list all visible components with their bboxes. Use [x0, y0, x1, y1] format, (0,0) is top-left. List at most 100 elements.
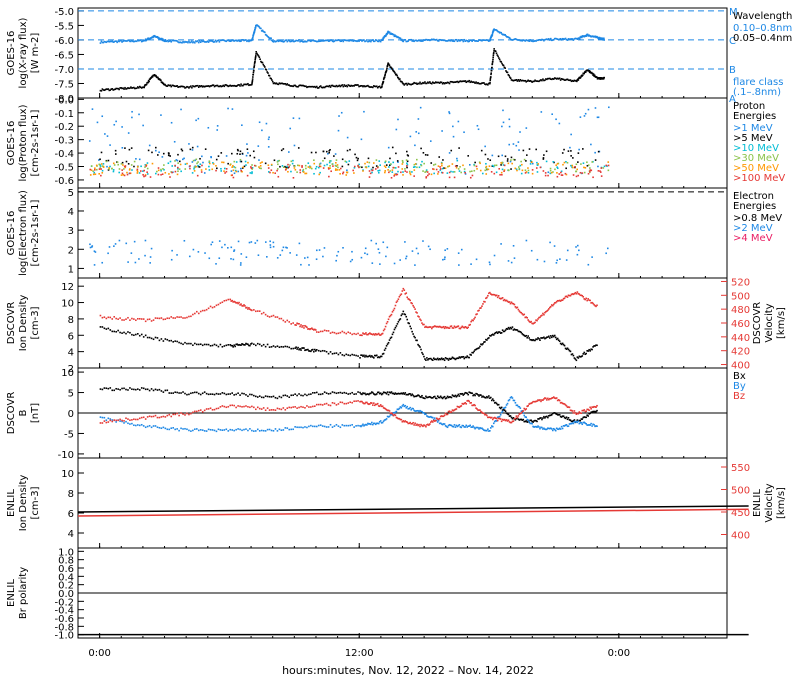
data-point: [513, 79, 516, 82]
data-point: [558, 122, 561, 125]
data-point: [433, 417, 436, 419]
data-point: [607, 169, 610, 172]
data-point: [365, 40, 367, 42]
data-point: [390, 32, 392, 35]
data-point: [593, 303, 595, 306]
data-point: [253, 309, 255, 311]
data-point: [521, 419, 524, 421]
data-point: [137, 39, 139, 41]
data-point: [490, 427, 492, 429]
data-point: [536, 420, 538, 423]
data-point: [594, 406, 596, 408]
data-point: [538, 399, 540, 402]
data-point: [111, 389, 114, 392]
data-point: [231, 108, 234, 110]
data-point: [549, 337, 551, 339]
data-point: [127, 39, 129, 42]
data-point: [594, 410, 596, 413]
data-point: [568, 294, 571, 297]
data-point: [92, 170, 94, 172]
data-point: [373, 333, 375, 335]
data-point: [255, 344, 257, 347]
data-point: [247, 343, 249, 346]
data-point: [249, 39, 251, 42]
data-point: [371, 86, 373, 88]
data-point: [562, 425, 565, 427]
data-point: [485, 166, 487, 169]
data-point: [216, 39, 219, 42]
data-point: [135, 333, 137, 336]
data-point: [586, 408, 588, 411]
data-point: [511, 417, 514, 420]
data-point: [491, 334, 493, 336]
data-point: [548, 427, 550, 430]
data-point: [446, 426, 449, 429]
data-point: [528, 403, 530, 405]
data-point: [432, 82, 435, 84]
data-point: [249, 154, 252, 157]
y2-axis-label: DSCOVR: [752, 302, 763, 345]
data-point: [341, 165, 344, 168]
data-point: [221, 405, 224, 407]
data-point: [328, 175, 330, 178]
data-point: [136, 169, 139, 172]
data-point: [292, 428, 294, 431]
data-point: [204, 85, 207, 88]
data-point: [195, 119, 197, 122]
data-point: [353, 400, 355, 403]
data-point: [469, 353, 471, 356]
data-point: [542, 158, 545, 160]
data-point: [110, 88, 113, 90]
y-tick-label: 6: [68, 331, 74, 342]
data-point: [415, 247, 418, 250]
data-point: [474, 404, 476, 407]
data-point: [293, 165, 296, 167]
data-point: [157, 76, 159, 79]
data-point: [257, 145, 260, 147]
data-point: [571, 422, 574, 424]
data-point: [381, 421, 384, 424]
data-point: [379, 164, 382, 166]
data-point: [492, 293, 495, 296]
data-point: [553, 397, 556, 399]
data-point: [535, 425, 537, 428]
data-point: [448, 112, 451, 115]
data-point: [490, 171, 493, 173]
data-point: [241, 39, 243, 41]
data-point: [345, 332, 348, 335]
data-point: [250, 166, 252, 168]
data-point: [233, 172, 236, 175]
data-point: [546, 78, 548, 81]
data-point: [473, 393, 475, 396]
data-point: [519, 164, 522, 167]
data-point: [300, 394, 302, 397]
data-point: [421, 82, 423, 85]
data-point: [94, 173, 97, 176]
data-point: [490, 293, 492, 295]
data-point: [225, 344, 228, 347]
data-point: [422, 425, 424, 428]
data-point: [569, 350, 572, 353]
data-point: [538, 426, 540, 428]
data-point: [533, 400, 535, 403]
data-point: [556, 167, 559, 170]
data-point: [569, 419, 572, 422]
data-point: [365, 85, 367, 88]
data-point: [205, 430, 208, 432]
data-point: [164, 171, 167, 174]
data-point: [379, 404, 382, 406]
data-point: [401, 290, 404, 292]
data-point: [373, 334, 376, 336]
data-point: [239, 344, 241, 346]
data-point: [501, 410, 504, 413]
data-point: [220, 39, 223, 42]
data-point: [147, 149, 150, 152]
data-point: [440, 161, 443, 164]
data-point: [371, 421, 373, 424]
data-point: [547, 309, 549, 312]
data-point: [254, 59, 257, 61]
data-point: [314, 425, 316, 428]
data-point: [134, 87, 136, 90]
data-point: [515, 38, 518, 41]
